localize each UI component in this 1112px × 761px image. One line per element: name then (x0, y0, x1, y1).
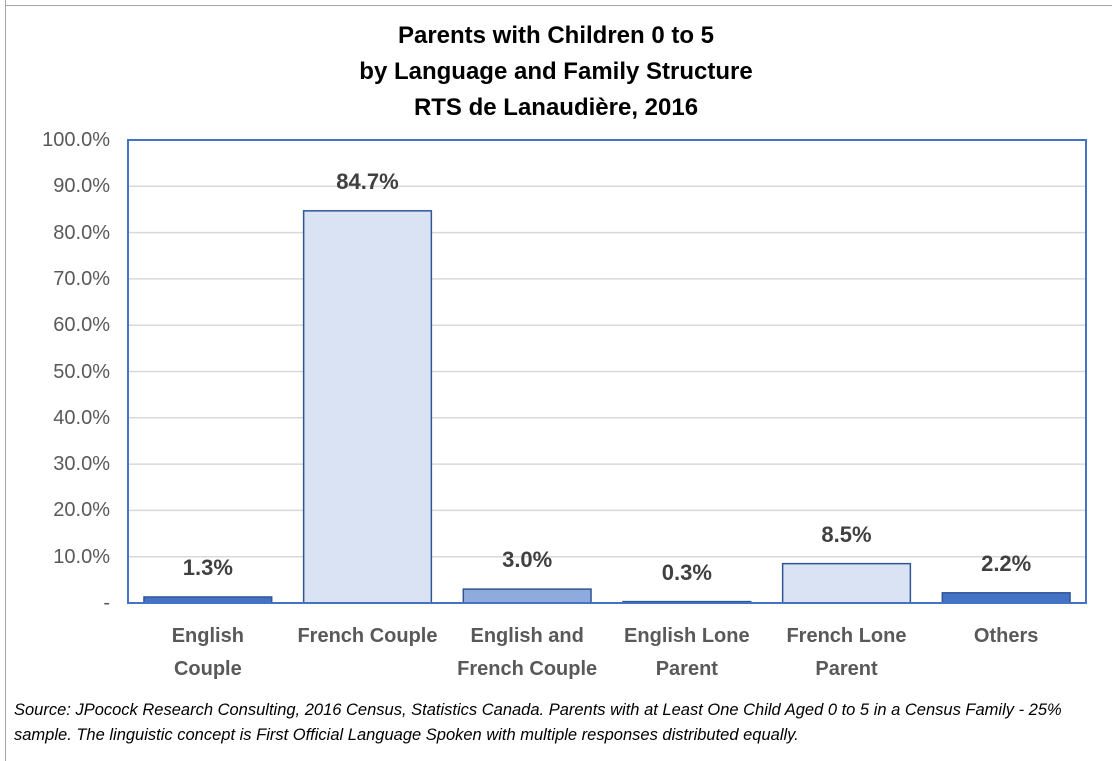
y-tick-label: 80.0% (53, 221, 110, 244)
y-tick-label: 10.0% (53, 545, 110, 568)
plot-border (127, 139, 1087, 604)
y-tick-label: 60.0% (53, 314, 110, 337)
bar (302, 210, 433, 604)
y-tick-label: 50.0% (53, 360, 110, 383)
x-tick-label: French Lone Parent (786, 625, 907, 680)
data-label: 8.5% (821, 521, 872, 547)
y-tick-label: 20.0% (53, 499, 110, 522)
x-tick-label: French Couple (297, 625, 438, 647)
chart-title: Parents with Children 0 to 5 by Language… (359, 22, 753, 121)
data-label: 3.0% (502, 547, 553, 573)
source-note: Source: JPocock Research Consulting, 201… (14, 701, 1062, 744)
x-tick-label: Others (973, 625, 1039, 647)
x-tick-label: English Lone Parent (624, 625, 750, 680)
y-tick-label: 30.0% (53, 453, 110, 476)
data-label: 2.2% (981, 550, 1032, 576)
y-tick-label: - (103, 592, 110, 614)
data-label: 0.3% (661, 559, 712, 585)
x-tick-label: English Couple (171, 625, 244, 680)
y-tick-label: 90.0% (53, 175, 110, 198)
x-tick-label: English and French Couple (457, 625, 598, 680)
y-tick-label: 70.0% (53, 267, 110, 290)
data-label: 1.3% (182, 554, 233, 580)
y-tick-label: 40.0% (53, 406, 110, 429)
bar (462, 588, 592, 604)
bar (781, 562, 912, 604)
bar (941, 592, 1071, 604)
y-tick-label: 100.0% (42, 129, 110, 151)
data-label: 84.7% (336, 168, 399, 194)
